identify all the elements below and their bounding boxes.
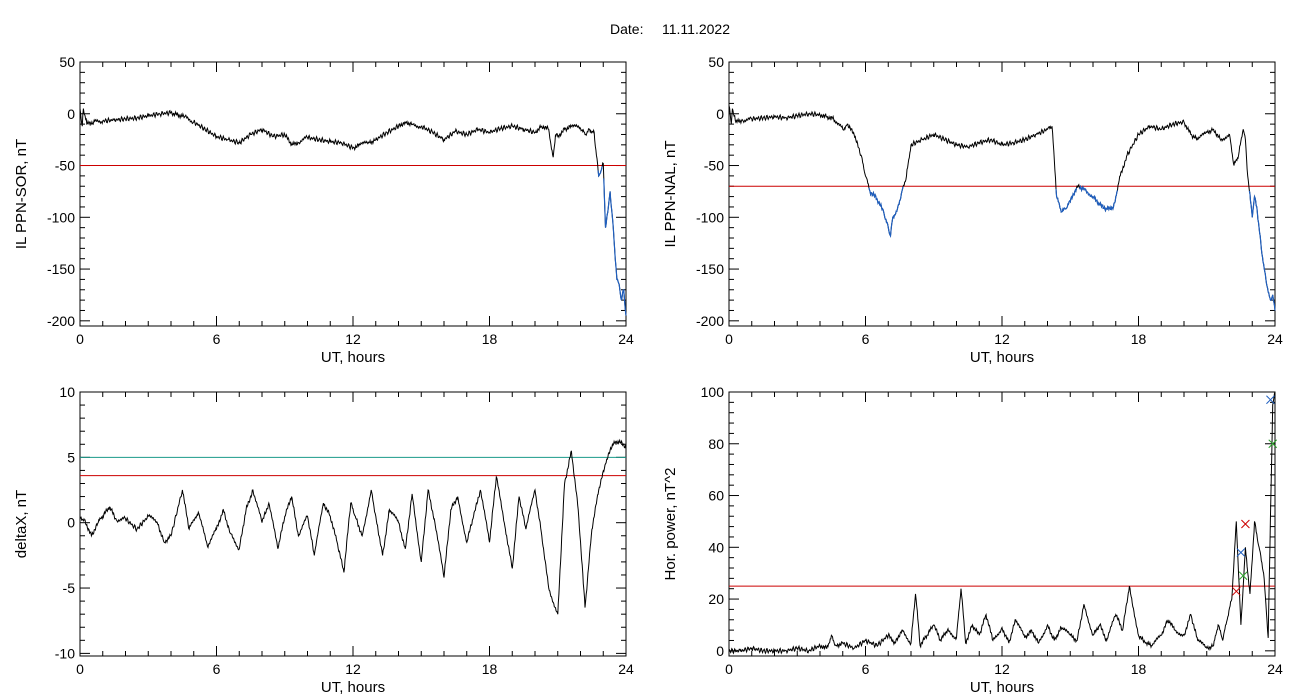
x-tick-label: 18 — [1131, 661, 1147, 677]
x-tick-label: 12 — [345, 331, 361, 347]
point-marker — [1231, 586, 1241, 596]
series-line — [79, 438, 627, 615]
x-tick-label: 12 — [994, 331, 1010, 347]
y-tick-label: -100 — [47, 209, 75, 225]
x-tick-label: 6 — [862, 331, 870, 347]
y-tick-label: -50 — [704, 158, 724, 174]
x-tick-label: 6 — [213, 661, 221, 677]
x-axis-label: UT, hours — [321, 349, 385, 366]
y-tick-label: -200 — [47, 313, 75, 329]
chart-nal: 0 6 12 18 24 50 0 -50 -100 -150 -200 UT, hours IL PP… — [662, 54, 1283, 366]
y-tick-label: -150 — [47, 261, 75, 277]
y-axis-label: Hor. power, nT^2 — [662, 468, 679, 581]
chart-deltax: 0 6 12 18 24 10 5 0 -5 -10 UT, hours deltaX, nT — [13, 384, 634, 696]
y-tick-label: 0 — [67, 106, 75, 122]
series-highlight — [1248, 190, 1276, 311]
point-marker — [1266, 395, 1275, 405]
series-highlight — [603, 178, 627, 316]
x-tick-label: 12 — [345, 661, 361, 677]
y-tick-label: 10 — [59, 384, 75, 400]
series-highlight — [1078, 184, 1119, 213]
x-tick-label: 24 — [618, 661, 634, 677]
x-tick-label: 6 — [213, 331, 221, 347]
y-axis-label: deltaX, nT — [13, 490, 30, 558]
x-tick-label: 0 — [725, 661, 733, 677]
y-tick-label: -100 — [696, 209, 724, 225]
marker-stroke — [1241, 519, 1250, 529]
marker-stroke — [1231, 586, 1241, 596]
plot-frame — [79, 61, 627, 327]
x-tick-label: 24 — [618, 331, 634, 347]
y-tick-label: -150 — [696, 261, 724, 277]
marker-stroke — [1238, 571, 1248, 581]
series-line — [728, 391, 1276, 655]
x-tick-label: 0 — [725, 331, 733, 347]
x-axis-label: UT, hours — [321, 679, 385, 696]
x-tick-label: 18 — [1131, 331, 1147, 347]
plot-frame — [728, 61, 1276, 327]
y-tick-label: 40 — [708, 539, 724, 555]
y-tick-label: -200 — [696, 313, 724, 329]
marker-stroke — [1266, 395, 1275, 405]
marker-stroke — [1268, 439, 1278, 449]
chart-sor: 0 6 12 18 24 50 0 -50 -100 -150 -200 UT, hours IL PP… — [13, 54, 634, 366]
point-marker — [1268, 439, 1278, 449]
series-highlight — [1055, 187, 1078, 213]
series-line — [79, 108, 627, 316]
date-value: 11.11.2022 — [662, 21, 730, 37]
y-tick-label: 0 — [716, 643, 724, 659]
series-highlight — [868, 186, 904, 239]
y-tick-label: 60 — [708, 488, 724, 504]
y-tick-label: 50 — [708, 54, 724, 70]
x-tick-label: 24 — [1267, 661, 1283, 677]
y-tick-label: -5 — [63, 580, 76, 596]
x-tick-label: 12 — [994, 661, 1010, 677]
x-tick-label: 6 — [862, 661, 870, 677]
y-tick-label: -10 — [55, 645, 75, 661]
x-axis-label: UT, hours — [970, 679, 1034, 696]
point-marker — [1241, 519, 1250, 529]
y-tick-label: 100 — [701, 384, 725, 400]
y-tick-label: 5 — [67, 449, 75, 465]
y-tick-label: 0 — [67, 515, 75, 531]
y-tick-label: 20 — [708, 591, 724, 607]
x-tick-label: 0 — [76, 331, 84, 347]
marker-stroke — [1236, 548, 1246, 557]
x-axis-label: UT, hours — [970, 349, 1034, 366]
y-tick-label: 50 — [59, 54, 75, 70]
y-axis-label: IL PPN-SOR, nT — [13, 139, 30, 249]
y-tick-label: 80 — [708, 436, 724, 452]
x-tick-label: 18 — [482, 661, 498, 677]
plot-frame — [79, 391, 627, 657]
date-label: Date: — [610, 21, 643, 37]
y-axis-label: IL PPN-NAL, nT — [662, 141, 679, 248]
x-tick-label: 0 — [76, 661, 84, 677]
y-tick-label: 0 — [716, 106, 724, 122]
series-highlight — [597, 166, 603, 178]
x-tick-label: 24 — [1267, 331, 1283, 347]
x-tick-label: 18 — [482, 331, 498, 347]
point-marker — [1238, 571, 1248, 581]
series-line — [728, 105, 1276, 311]
point-marker — [1236, 548, 1246, 557]
plot-frame — [728, 391, 1276, 657]
y-tick-label: -50 — [55, 158, 75, 174]
chart-power: 0 6 12 18 24 100 80 60 40 20 0 UT, hours Hor. power,… — [662, 384, 1283, 696]
